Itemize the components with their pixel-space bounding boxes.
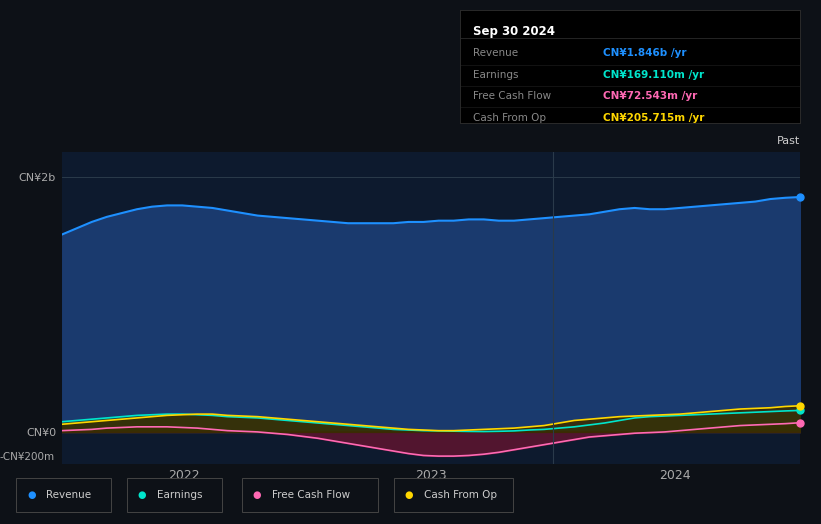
Text: Past: Past <box>777 136 800 146</box>
Text: CN¥205.715m /yr: CN¥205.715m /yr <box>603 113 704 123</box>
Text: Sep 30 2024: Sep 30 2024 <box>474 25 555 38</box>
Text: Free Cash Flow: Free Cash Flow <box>272 490 350 500</box>
Text: ●: ● <box>405 490 413 500</box>
Text: Cash From Op: Cash From Op <box>474 113 547 123</box>
Text: Earnings: Earnings <box>474 70 519 80</box>
Text: CN¥72.543m /yr: CN¥72.543m /yr <box>603 91 697 101</box>
Text: Revenue: Revenue <box>46 490 91 500</box>
Text: -CN¥200m: -CN¥200m <box>0 452 55 462</box>
Text: ●: ● <box>27 490 35 500</box>
Text: Cash From Op: Cash From Op <box>424 490 497 500</box>
Text: Revenue: Revenue <box>474 48 519 58</box>
Text: ●: ● <box>253 490 261 500</box>
Text: Earnings: Earnings <box>157 490 202 500</box>
Text: ●: ● <box>138 490 146 500</box>
Text: CN¥169.110m /yr: CN¥169.110m /yr <box>603 70 704 80</box>
Text: CN¥1.846b /yr: CN¥1.846b /yr <box>603 48 686 58</box>
Text: Free Cash Flow: Free Cash Flow <box>474 91 552 101</box>
